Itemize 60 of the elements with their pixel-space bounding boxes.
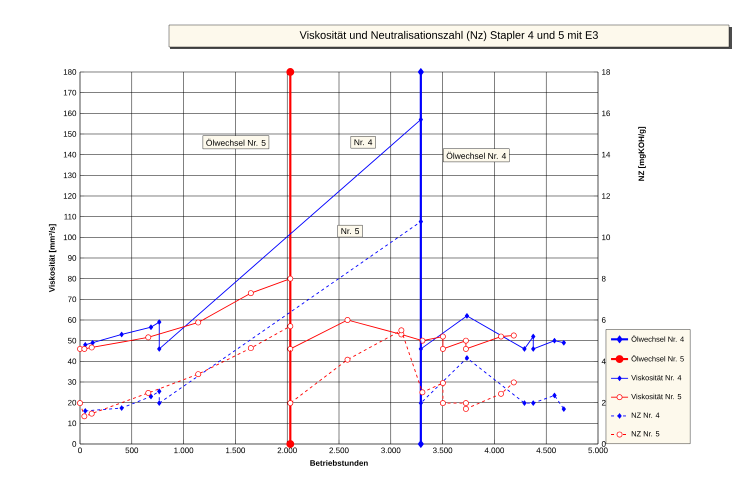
point [248,345,254,352]
point [552,392,557,398]
annotation: Nr. 5 [341,228,360,234]
point [344,356,350,363]
point [195,371,202,378]
point [157,388,162,394]
point [157,346,162,352]
point [418,68,424,76]
point [145,390,152,396]
point [287,400,294,406]
point [440,380,446,386]
chart-title: Viskosität und Neutralisationszahl (Nz) Stapler 4 und 5 mit E3 [300,30,598,42]
point [531,400,536,406]
point [77,400,83,406]
point [418,440,424,448]
point [498,334,504,340]
point [462,400,469,406]
annotation: Ölwechsel Nr. 4 [446,152,506,159]
point [552,338,557,344]
point [286,68,294,76]
point [462,338,469,344]
point [398,327,404,334]
point [498,390,504,397]
point [562,406,566,412]
point [522,400,527,406]
point [88,344,95,350]
point [145,334,152,340]
point [531,334,536,340]
point [464,355,470,361]
point [157,319,162,325]
point [531,346,536,352]
point [83,408,88,414]
point [562,340,566,346]
point [157,400,162,406]
point [248,290,254,296]
annotation: Nr. 4 [354,139,372,146]
point [120,332,124,338]
point [148,394,154,400]
point [287,323,294,330]
point [81,413,88,420]
point [510,379,517,386]
point [148,324,154,330]
point [90,340,95,346]
point [195,320,202,326]
point [440,334,446,340]
annotation: Ölwechsel Nr. 5 [206,138,266,146]
point [419,389,426,396]
point [286,440,294,448]
point [462,346,469,352]
point [344,317,350,323]
point [440,346,446,352]
point [287,276,294,282]
point [522,346,527,352]
point [81,346,88,352]
point [510,332,517,338]
point [88,410,95,417]
point [440,400,446,406]
point [462,406,469,412]
point [120,405,124,411]
point [464,313,470,319]
